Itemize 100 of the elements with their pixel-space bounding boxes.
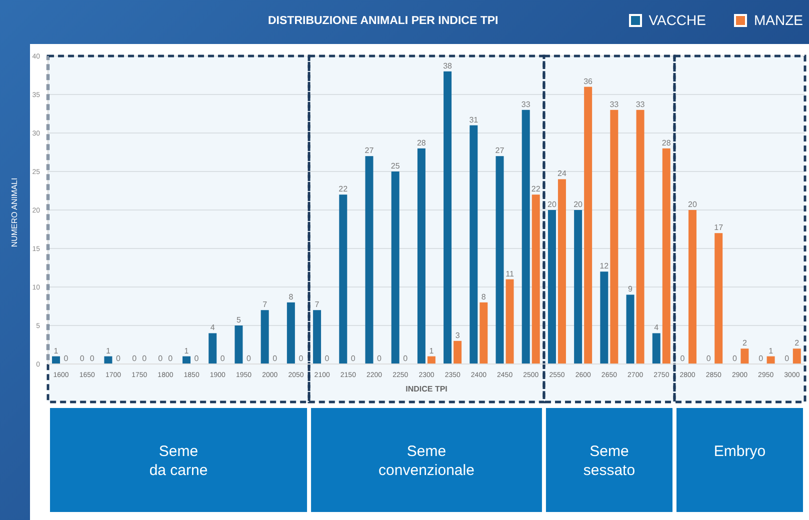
data-label: 0 (680, 354, 686, 363)
bar (532, 194, 540, 364)
bar (522, 110, 530, 364)
data-label: 11 (506, 269, 514, 278)
bar (766, 356, 775, 364)
data-label: 2 (742, 338, 748, 348)
bar (652, 333, 660, 364)
bar (584, 86, 592, 364)
data-label: 0 (298, 354, 304, 363)
bar (365, 156, 374, 364)
bar (636, 110, 644, 364)
data-label: 0 (116, 354, 121, 363)
data-label: 0 (403, 354, 408, 363)
data-label: 1 (184, 346, 190, 356)
y-axis-title: NUMERO ANIMALI (10, 177, 20, 247)
bar (600, 272, 608, 364)
bar (182, 356, 191, 364)
data-label: 24 (558, 169, 567, 178)
bar (234, 326, 243, 364)
data-label: 20 (548, 200, 557, 209)
bar (313, 310, 322, 364)
data-label: 3 (455, 330, 460, 340)
chart-title: DISTRIBUZIONE ANIMALI PER INDICE TPI (268, 15, 498, 27)
data-label: 4 (654, 323, 660, 332)
bar (574, 210, 582, 364)
data-label: 0 (168, 354, 174, 363)
data-label: 1 (54, 346, 59, 356)
data-label: 20 (574, 200, 584, 209)
data-label: 0 (80, 354, 85, 363)
data-label: 0 (350, 354, 356, 363)
data-label: 33 (521, 100, 531, 109)
data-label: 8 (481, 292, 486, 302)
data-label: 4 (210, 323, 216, 332)
data-label: 7 (314, 300, 320, 310)
data-label: 17 (714, 223, 724, 232)
data-label: 0 (90, 354, 95, 363)
data-label: 25 (390, 162, 400, 170)
bar (104, 356, 112, 364)
bar (688, 210, 696, 364)
data-label: 0 (246, 354, 252, 363)
bar (286, 302, 295, 364)
data-label: 12 (600, 262, 610, 271)
data-label: 8 (288, 292, 294, 302)
data-label: 36 (584, 76, 594, 86)
data-label: 9 (628, 284, 634, 294)
data-label: 0 (758, 354, 764, 363)
data-label: 0 (377, 354, 382, 363)
data-label: 0 (272, 354, 278, 363)
data-label: 1 (768, 346, 774, 356)
data-label: 0 (324, 354, 330, 363)
data-label: 28 (416, 138, 426, 148)
data-label: 0 (194, 354, 200, 363)
data-label: 33 (636, 100, 646, 109)
bar (444, 71, 452, 364)
data-label: 1 (106, 346, 111, 356)
data-label: 0 (132, 354, 138, 363)
bar (506, 279, 514, 364)
data-label: 0 (732, 354, 738, 363)
data-label: 0 (784, 354, 790, 363)
data-label: 28 (662, 138, 672, 148)
bar (417, 148, 426, 364)
bar (260, 310, 269, 364)
bar (662, 148, 670, 364)
bar (610, 110, 618, 364)
data-label: 2 (794, 338, 800, 348)
bar (558, 179, 566, 364)
data-label: 5 (236, 316, 242, 324)
x-axis-title: INDICE TPI (406, 384, 448, 394)
bar (740, 348, 749, 364)
data-label: 20 (688, 200, 698, 209)
data-label: 22 (338, 184, 348, 194)
bar (548, 210, 556, 364)
bar (454, 340, 462, 364)
bar (792, 348, 801, 364)
bar (427, 356, 436, 364)
band-label: Seme convenzionale (378, 443, 474, 479)
bar (714, 233, 723, 364)
bar (470, 125, 478, 364)
band-label: Embryo (714, 443, 766, 460)
data-label: 22 (531, 184, 541, 194)
data-label: 0 (64, 354, 69, 363)
bar (52, 356, 60, 364)
data-label: 38 (443, 61, 453, 70)
data-label: 33 (610, 100, 620, 109)
legend-label: VACCHE (648, 12, 706, 28)
data-label: 0 (158, 354, 164, 363)
band-label: Seme da carne (149, 443, 208, 479)
data-label: 31 (469, 115, 479, 124)
data-label: 1 (429, 346, 434, 356)
bar (339, 194, 348, 364)
bar (208, 333, 217, 364)
legend-label: MANZE (754, 12, 803, 28)
band-label: Seme sessato (583, 443, 636, 479)
bar (480, 302, 488, 364)
data-label: 0 (706, 354, 712, 363)
bar (391, 172, 400, 364)
data-label: 0 (220, 354, 226, 363)
data-label: 7 (262, 300, 268, 310)
data-label: 27 (495, 146, 505, 156)
bar (626, 294, 634, 364)
